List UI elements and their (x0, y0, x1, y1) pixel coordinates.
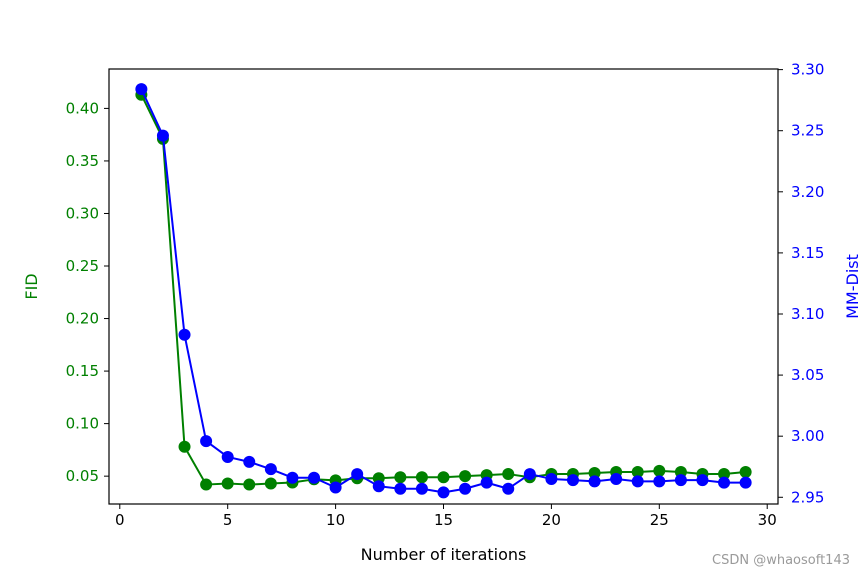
mm-dist-data-point (523, 468, 536, 481)
right-tick-label: 3.10 (791, 305, 824, 323)
mm-dist-data-point (264, 463, 277, 476)
fid-data-point (178, 440, 191, 453)
mm-dist-data-point (566, 474, 579, 487)
left-tick-label: 0.15 (66, 362, 99, 380)
mm-dist-data-point (372, 480, 385, 493)
fid-data-point (200, 478, 213, 491)
mm-dist-data-point (588, 475, 601, 488)
mm-dist-data-point (243, 455, 256, 468)
x-tick-label: 5 (223, 511, 233, 529)
right-tick-label: 3.00 (791, 427, 824, 445)
fid-data-point (739, 465, 752, 478)
left-tick-label: 0.40 (66, 99, 99, 117)
mm-dist-data-point (221, 450, 234, 463)
mm-dist-data-point (351, 468, 364, 481)
right-axis-label: MM-Dist (843, 254, 862, 319)
mm-dist-data-point (718, 476, 731, 489)
right-tick-label: 3.05 (791, 366, 824, 384)
right-tick-label: 2.95 (791, 488, 824, 506)
mm-dist-data-point (308, 471, 321, 484)
fid-data-point (718, 468, 731, 481)
mm-dist-data-point (437, 486, 450, 499)
fid-series-line (140, 94, 746, 486)
right-tick-label: 3.30 (791, 61, 824, 79)
fid-data-point (588, 467, 601, 480)
plot-layer: 0 5 10 15 20 25 30 0.05 0.10 0.15 0.20 0.25 0.30 0.35… (66, 61, 825, 529)
x-tick-label: 30 (758, 511, 777, 529)
mm-dist-series-line (140, 88, 746, 494)
right-tick-label: 3.15 (791, 244, 824, 262)
mm-dist-data-point (200, 435, 213, 448)
fid-data-point (653, 464, 666, 477)
mm-dist-data-point (674, 474, 687, 487)
plot-frame (108, 68, 779, 505)
fid-data-point (631, 465, 644, 478)
fid-data-point (674, 465, 687, 478)
watermark: CSDN @whaosoft143 (712, 553, 850, 568)
mm-dist-data-point (415, 482, 428, 495)
mm-dist-data-point (502, 482, 515, 495)
fid-data-point (394, 471, 407, 484)
mm-dist-data-point (653, 475, 666, 488)
mm-dist-data-point (545, 472, 558, 485)
mm-dist-data-point (739, 476, 752, 489)
fid-data-point (459, 470, 472, 483)
fid-data-point (221, 477, 234, 490)
left-axis-label: FID (22, 273, 41, 299)
mm-dist-data-point (329, 481, 342, 494)
x-tick-label: 15 (434, 511, 453, 529)
left-tick-label: 0.20 (66, 310, 99, 328)
left-tick-label: 0.25 (66, 257, 99, 275)
mm-dist-data-point (480, 476, 493, 489)
left-tick-label: 0.30 (66, 204, 99, 222)
fid-data-point (415, 471, 428, 484)
x-tick-label: 0 (115, 511, 125, 529)
mm-dist-data-point (394, 482, 407, 495)
x-axis-label: Number of iterations (361, 545, 527, 564)
left-tick-label: 0.05 (66, 467, 99, 485)
mm-dist-data-point (631, 475, 644, 488)
fid-data-point (502, 468, 515, 481)
mm-dist-data-point (696, 474, 709, 487)
mm-dist-data-point (610, 472, 623, 485)
right-tick-label: 3.25 (791, 122, 824, 140)
mm-dist-data-point (178, 328, 191, 341)
x-tick-label: 10 (326, 511, 345, 529)
mm-dist-data-point (135, 83, 148, 96)
left-tick-label: 0.35 (66, 152, 99, 170)
fid-data-point (437, 471, 450, 484)
right-tick-label: 3.20 (791, 183, 824, 201)
fid-data-point (243, 478, 256, 491)
mm-dist-data-point (156, 129, 169, 142)
x-tick-label: 20 (542, 511, 561, 529)
mm-dist-data-point (459, 482, 472, 495)
mm-dist-data-point (286, 471, 299, 484)
left-tick-label: 0.10 (66, 415, 99, 433)
fid-data-point (264, 477, 277, 490)
x-tick-label: 25 (650, 511, 669, 529)
